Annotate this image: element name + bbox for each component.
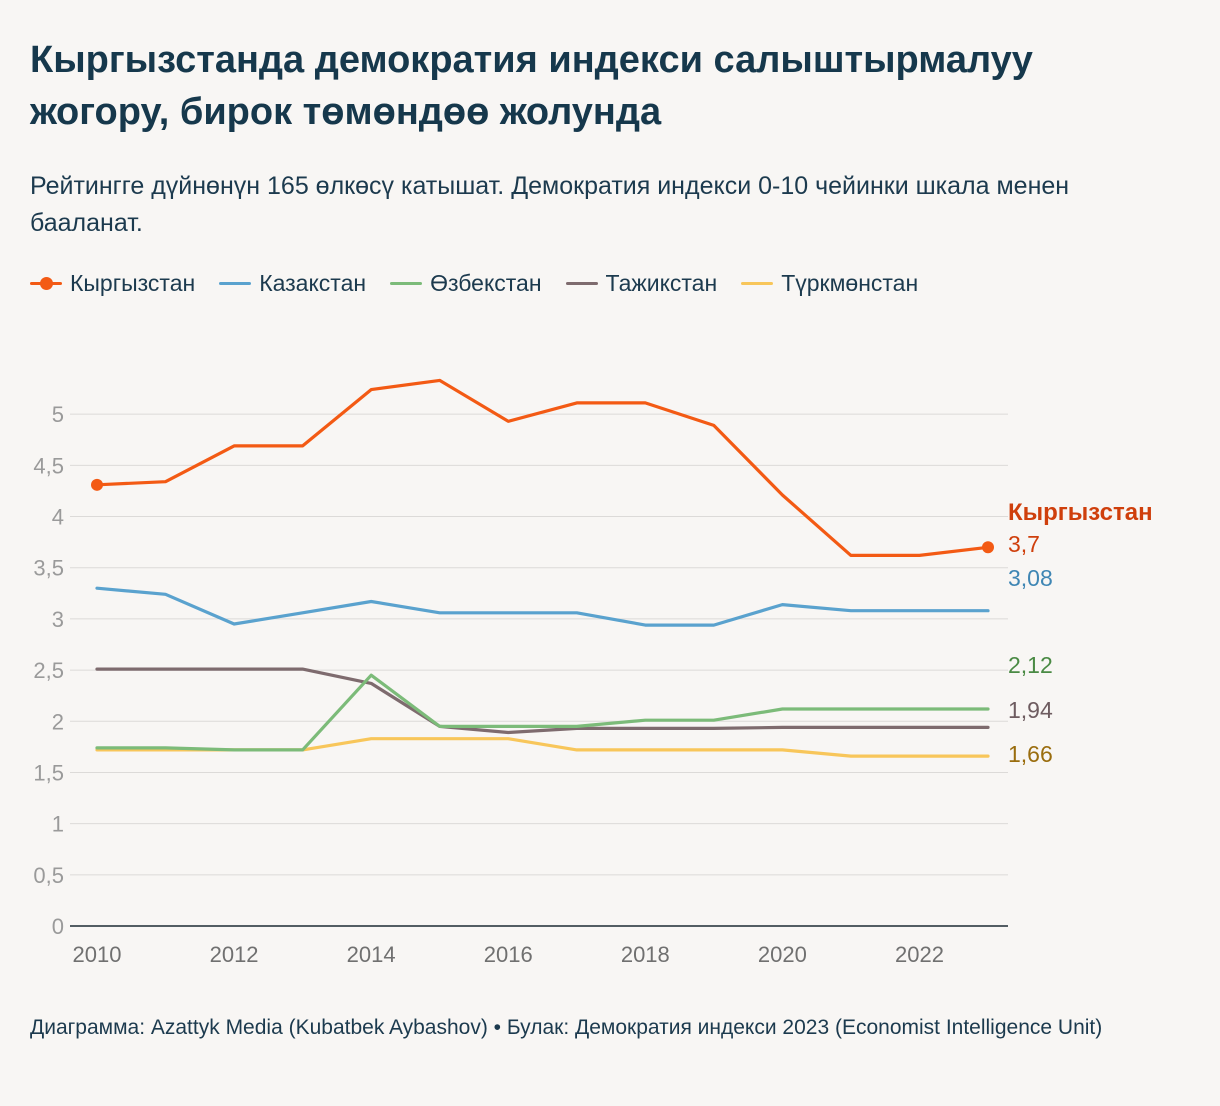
legend-swatch xyxy=(30,276,62,290)
x-tick-label: 2020 xyxy=(758,942,807,967)
series-end-label: 1,66 xyxy=(1008,741,1053,767)
y-tick-label: 0,5 xyxy=(33,863,64,888)
legend-label: Түркмөнстан xyxy=(781,269,919,296)
series-line-3 xyxy=(95,667,990,735)
x-tick-label: 2014 xyxy=(347,942,396,967)
legend-item: Өзбекстан xyxy=(390,269,542,297)
y-tick-label: 3 xyxy=(52,607,64,632)
legend-label: Тажикстан xyxy=(605,269,718,296)
series-line-4 xyxy=(95,737,990,758)
series-end-name: Кыргызстан xyxy=(1008,499,1153,526)
series-end-label: 1,94 xyxy=(1008,697,1053,723)
legend-label: Казакстан xyxy=(259,269,367,296)
chart-subtitle: Рейтингге дүйнөнүн 165 өлкөсү катышат. Д… xyxy=(30,172,1070,237)
y-tick-label: 4,5 xyxy=(33,453,64,478)
series-end-label: 3,08 xyxy=(1008,565,1053,591)
y-tick-label: 2 xyxy=(52,709,64,734)
legend: Кыргызстан Казакстан Өзбекстан Тажикстан Түр… xyxy=(30,268,942,298)
series-end-label: 3,7 xyxy=(1008,531,1040,557)
legend-item: Тажикстан xyxy=(565,269,718,297)
legend-item: Кыргызстан xyxy=(30,270,195,297)
legend-label: Кыргызстан xyxy=(70,269,196,296)
chart-title: Кыргызстанда демократия индекси салыштыр… xyxy=(30,39,1033,133)
line-chart: 0 0,5 1 1,5 2 2,5 3 3,5 4 4,5 5 2010 2012 2014 2016 201… xyxy=(33,378,1153,967)
legend-swatch xyxy=(741,281,774,285)
series-end-marker xyxy=(982,541,994,554)
legend-swatch xyxy=(390,281,423,285)
y-tick-label: 4 xyxy=(52,505,64,530)
legend-label: Өзбекстан xyxy=(430,269,542,296)
legend-item: Казакстан xyxy=(219,270,366,297)
y-tick-label: 1 xyxy=(52,812,64,837)
source-footer: Диаграмма: Azattyk Media (Kubatbek Aybas… xyxy=(30,1016,1103,1039)
x-tick-label: 2022 xyxy=(895,942,944,967)
series-start-marker xyxy=(91,478,103,491)
y-tick-label: 1,5 xyxy=(33,760,64,785)
legend-swatch xyxy=(565,281,598,285)
legend-swatch xyxy=(219,281,252,285)
series-line-2 xyxy=(95,673,990,752)
series-end-label: 2,12 xyxy=(1008,652,1053,678)
x-tick-label: 2012 xyxy=(210,942,259,967)
x-tick-label: 2016 xyxy=(484,942,533,967)
y-tick-label: 3,5 xyxy=(33,556,64,581)
series-line-1 xyxy=(95,586,990,627)
x-tick-label: 2018 xyxy=(621,942,670,967)
y-tick-label: 0 xyxy=(52,914,64,939)
legend-marker-dot xyxy=(40,276,53,290)
y-tick-label: 5 xyxy=(52,402,64,427)
series-line-0 xyxy=(95,378,990,557)
legend-item: Түркмөнстан xyxy=(741,270,918,297)
x-tick-label: 2010 xyxy=(73,942,122,967)
y-tick-label: 2,5 xyxy=(33,658,64,683)
